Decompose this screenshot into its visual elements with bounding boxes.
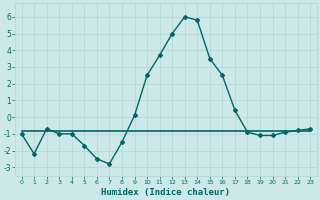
X-axis label: Humidex (Indice chaleur): Humidex (Indice chaleur) [101,188,230,197]
